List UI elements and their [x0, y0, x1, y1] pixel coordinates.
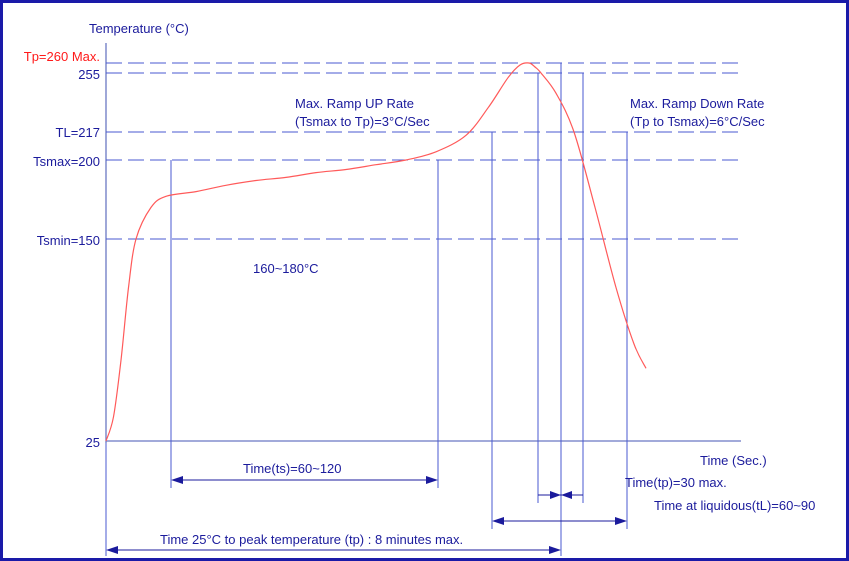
annotation-time-ts: Time(ts)=60~120	[243, 461, 342, 476]
arrow-tp	[538, 491, 583, 499]
y-label-tsmin: Tsmin=150	[37, 233, 100, 248]
arrow-liquidous	[492, 517, 627, 525]
annotation-ramp-down-line2: (Tp to Tsmax)=6°C/Sec	[630, 114, 765, 129]
x-axis-title: Time (Sec.)	[700, 453, 767, 468]
annotation-soak-range: 160~180°C	[253, 261, 319, 276]
y-label-25: 25	[86, 435, 100, 450]
annotation-ramp-up-line1: Max. Ramp UP Rate	[295, 96, 414, 111]
y-label-tp: Tp=260 Max.	[24, 49, 100, 64]
temperature-profile-curve	[105, 62, 647, 442]
annotation-ramp-down-line1: Max. Ramp Down Rate	[630, 96, 764, 111]
annotation-time-tp: Time(tp)=30 max.	[625, 475, 727, 490]
y-axis-title: Temperature (°C)	[89, 21, 189, 36]
annotation-time-to-peak: Time 25°C to peak temperature (tp) : 8 m…	[160, 532, 463, 547]
y-label-tsmax: Tsmax=200	[33, 154, 100, 169]
annotation-time-liquidous: Time at liquidous(tL)=60~90	[654, 498, 815, 513]
reflow-profile-chart: Temperature (°C) Time (Sec.) Tp=260 Max.…	[24, 21, 815, 556]
arrow-ts	[171, 476, 438, 484]
annotation-ramp-up-line2: (Tsmax to Tp)=3°C/Sec	[295, 114, 430, 129]
y-label-255: 255	[78, 67, 100, 82]
y-label-tl: TL=217	[56, 125, 100, 140]
arrow-time-to-peak	[106, 546, 561, 554]
